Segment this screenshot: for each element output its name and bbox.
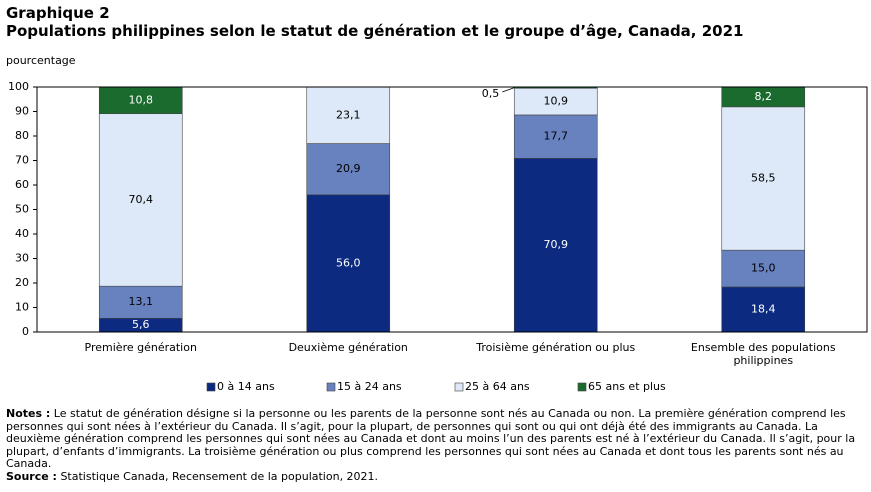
value-label: 8,2 xyxy=(755,90,773,103)
value-label: 58,5 xyxy=(751,172,776,185)
bar-segment xyxy=(306,143,391,196)
bar-segment xyxy=(513,87,598,116)
y-tick-label: 100 xyxy=(8,80,29,93)
legend-label: 15 à 24 ans xyxy=(337,380,402,393)
notes-label: Notes : xyxy=(6,407,51,420)
y-tick-label: 60 xyxy=(15,178,29,191)
value-label: 70,9 xyxy=(544,238,569,251)
x-tick-label: Première génération xyxy=(84,341,197,354)
chart: pourcentage 0 10 20 30 40 50 60 70 80 90 100 5,6 13,… xyxy=(6,54,868,393)
source-block: Source : Statistique Canada, Recensement… xyxy=(6,469,866,484)
plot-frame xyxy=(36,86,868,333)
legend-label: 25 à 64 ans xyxy=(465,380,530,393)
y-tick-label: 10 xyxy=(15,301,29,314)
leader-line xyxy=(502,87,515,93)
chart-subtitle: Populations philippines selon le statut … xyxy=(6,22,744,40)
value-label: 17,7 xyxy=(544,130,569,143)
source-label: Source : xyxy=(6,469,57,483)
legend-swatch xyxy=(577,382,587,392)
y-tick-label: 70 xyxy=(15,154,29,167)
notes-text: Le statut de génération désigne si la pe… xyxy=(6,407,856,470)
bar-segment xyxy=(306,194,391,333)
y-tick-label: 0 xyxy=(22,325,29,338)
bar-segment xyxy=(98,86,183,115)
bar-segment xyxy=(513,157,598,333)
legend-swatch xyxy=(206,382,216,392)
value-label: 18,4 xyxy=(751,302,776,315)
x-tick-label: Troisième génération ou plus xyxy=(476,341,636,354)
value-label: 5,6 xyxy=(132,318,150,331)
value-label: 13,1 xyxy=(129,295,154,308)
value-label: 20,9 xyxy=(336,162,361,175)
y-tick-label: 90 xyxy=(15,105,29,118)
legend-swatch xyxy=(454,382,464,392)
value-label: 70,4 xyxy=(129,193,154,206)
bar-segment xyxy=(721,106,806,251)
y-axis-label: pourcentage xyxy=(6,54,76,67)
value-label: 10,9 xyxy=(544,95,569,108)
value-label: 56,0 xyxy=(336,256,361,269)
notes: Notes : Le statut de génération désigne … xyxy=(6,407,866,484)
y-tick-label: 40 xyxy=(15,227,29,240)
value-label: 10,8 xyxy=(129,93,154,106)
value-label: 0,5 xyxy=(482,87,500,100)
legend-label: 65 ans et plus xyxy=(588,380,666,393)
legend-swatch xyxy=(326,382,336,392)
y-tick-label: 80 xyxy=(15,129,29,142)
chart-title: Graphique 2 xyxy=(6,4,110,22)
legend-label: 0 à 14 ans xyxy=(217,380,275,393)
notes-block: Notes : Le statut de génération désigne … xyxy=(6,407,866,471)
y-tick-label: 20 xyxy=(15,276,29,289)
bar-segment xyxy=(98,113,183,287)
source-text: Statistique Canada, Recensement de la po… xyxy=(60,469,379,483)
bar-segment xyxy=(721,286,806,333)
bar-segment xyxy=(721,249,806,288)
x-tick-label: Ensemble des populations philippines xyxy=(690,341,836,367)
value-label: 23,1 xyxy=(336,108,361,121)
bar-segment xyxy=(513,114,598,159)
value-label: 15,0 xyxy=(751,262,776,275)
bar-segment xyxy=(306,86,391,144)
bar-segment xyxy=(98,285,183,319)
x-tick-label: Deuxième génération xyxy=(288,341,408,354)
y-tick-label: 30 xyxy=(15,252,29,265)
y-tick-label: 50 xyxy=(15,203,29,216)
